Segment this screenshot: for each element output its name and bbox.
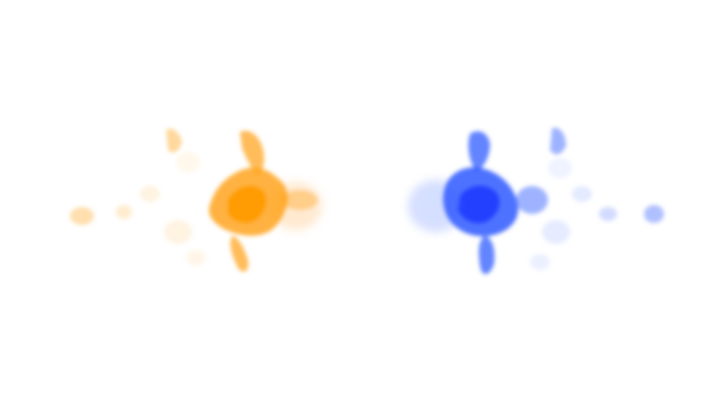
blue-core-detail [458,185,500,224]
orange-drip [230,236,249,272]
orange-spray-2 [116,205,132,219]
blue-drip [478,236,495,275]
blue-spray-6 [548,158,572,178]
blue-splash [408,127,664,275]
orange-spray-5 [186,250,206,266]
blue-arm-top-right [550,127,566,155]
orange-splash [70,128,322,272]
orange-arm-top [240,130,265,176]
orange-spray-4 [164,220,192,244]
blue-right-lobe [516,186,548,214]
blue-spray-1 [644,205,664,223]
orange-spray-6 [176,152,200,172]
orange-arm-top-left [166,128,182,153]
blue-spray-5 [530,254,550,270]
orange-core-detail [228,185,267,223]
blue-arm-top [468,131,490,172]
orange-spray-3 [140,186,160,202]
blue-spray-2 [599,207,617,221]
blue-spray-4 [542,220,570,244]
orange-spray-7 [282,190,318,210]
orange-spray-1 [70,207,94,225]
blue-spray-3 [572,186,592,202]
